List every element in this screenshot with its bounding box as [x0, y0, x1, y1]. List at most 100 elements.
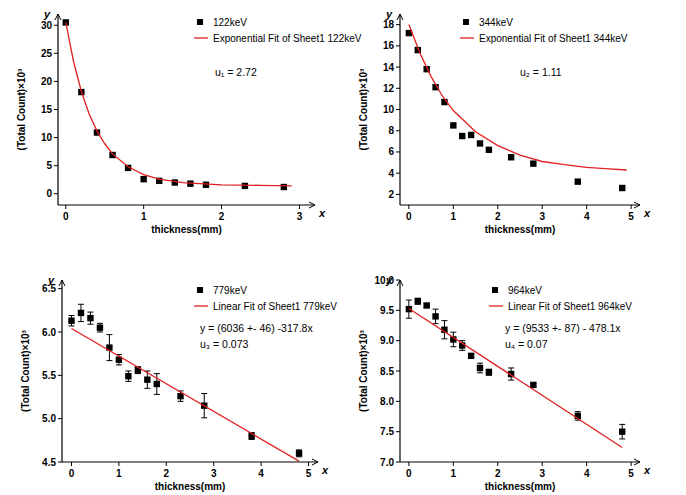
data-point — [459, 133, 465, 139]
fit-line — [66, 22, 292, 185]
y-tick-label: 8.0 — [380, 396, 394, 407]
x-tick — [542, 205, 543, 209]
y-axis-label: (Total Count)×10³ — [358, 68, 369, 150]
y-arrow — [59, 280, 65, 286]
x-tick — [542, 462, 543, 466]
panel: yx0123454.55.05.56.06.5thickness(mm)(Tot… — [20, 274, 337, 492]
legend-label: 779keV — [213, 285, 247, 296]
x-arrow — [634, 202, 640, 208]
x-tick-label: 3 — [539, 468, 545, 479]
annotation: y = (9533 +- 87) - 478.1x — [505, 322, 621, 334]
y-tick — [54, 193, 58, 194]
y-tick — [54, 53, 58, 54]
x-tick-label: 5 — [628, 468, 634, 479]
x-tick-label: 1 — [116, 468, 122, 479]
x-tick — [71, 462, 72, 466]
data-point — [432, 313, 438, 319]
y-arrow — [397, 14, 403, 20]
error-bar — [433, 309, 439, 324]
x-tick-label: 4 — [584, 468, 590, 479]
x-axis — [400, 204, 640, 205]
y-tick-label: 10 — [383, 104, 395, 115]
data-point — [468, 353, 474, 359]
data-point — [508, 154, 514, 160]
y-tick — [396, 280, 400, 281]
y-tick — [396, 462, 400, 463]
y-tick — [58, 288, 62, 289]
x-tick — [631, 462, 632, 466]
y-tick — [396, 45, 400, 46]
x-tick — [408, 205, 409, 209]
y-tick-label: 12 — [383, 83, 395, 94]
y-arrow — [397, 280, 403, 286]
x-axis-label: thickness(mm) — [151, 224, 222, 235]
y-tick — [396, 340, 400, 341]
data-point — [97, 324, 103, 330]
legend-label: Exponential Fit of Sheet1 344keV — [479, 33, 628, 44]
data-point — [87, 315, 93, 321]
x-tick — [497, 462, 498, 466]
legend-label: Linear Fit of Sheet1 964keV — [508, 301, 632, 312]
x-tick — [586, 205, 587, 209]
x-tick — [453, 462, 454, 466]
y-axis-label: (Total Count)×10³ — [20, 329, 31, 411]
data-point — [619, 428, 625, 434]
x-tick-label: 1 — [451, 468, 457, 479]
y-tick — [396, 194, 400, 195]
legend-line — [194, 305, 208, 306]
x-axis-label: thickness(mm) — [155, 481, 226, 492]
error-bar — [415, 298, 421, 304]
y-tick — [58, 375, 62, 376]
error-bar — [296, 450, 302, 457]
legend: 344keV Exponential Fit of Sheet1 344keV — [460, 17, 628, 44]
y-tick-label: 2 — [388, 189, 394, 200]
y-tick-label: 14 — [383, 62, 395, 73]
x-tick-label: 3 — [539, 211, 545, 222]
data-point — [78, 310, 84, 316]
y-tick-label: 30 — [41, 20, 53, 31]
y-tick-label: 18 — [383, 19, 395, 30]
y-tick-label: 9.5 — [380, 305, 394, 316]
data-point — [575, 178, 581, 184]
legend-label: 122keV — [213, 17, 247, 28]
y-arrow — [55, 14, 61, 20]
x-arrow — [309, 202, 315, 208]
legend-label: 344keV — [479, 17, 513, 28]
legend-label: 964keV — [508, 285, 542, 296]
x-tick-label: 1 — [451, 211, 457, 222]
x-tick — [497, 205, 498, 209]
x-axis-name: x — [643, 464, 651, 476]
y-tick — [54, 137, 58, 138]
x-tick — [166, 462, 167, 466]
y-tick — [396, 151, 400, 152]
x-axis — [62, 461, 318, 462]
error-bar — [106, 335, 112, 361]
data-point — [423, 302, 429, 308]
data-point — [530, 382, 536, 388]
data-point — [242, 183, 248, 189]
plot-data — [63, 19, 292, 190]
panel: yx0123457.07.58.08.59.09.510.0thickness(… — [358, 274, 651, 492]
y-tick-label: 0 — [46, 188, 52, 199]
x-axis-label: thickness(mm) — [485, 224, 556, 235]
x-tick — [221, 205, 222, 209]
y-tick — [58, 332, 62, 333]
y-tick-label: 4.5 — [42, 457, 56, 468]
y-tick — [54, 165, 58, 166]
y-tick — [396, 24, 400, 25]
x-tick — [213, 462, 214, 466]
data-point — [530, 160, 536, 166]
x-axis-name: x — [643, 207, 651, 219]
fit-line — [71, 329, 299, 462]
error-bar — [619, 424, 625, 439]
x-axis-name: x — [318, 207, 326, 219]
fit-line — [409, 309, 622, 448]
y-tick-label: 9.0 — [380, 335, 394, 346]
legend-marker — [492, 287, 498, 293]
x-tick — [308, 462, 309, 466]
legend-label: Exponential Fit of Sheet1 122keV — [213, 33, 362, 44]
y-tick — [54, 81, 58, 82]
x-tick — [118, 462, 119, 466]
data-point — [486, 147, 492, 153]
x-tick-label: 3 — [211, 468, 217, 479]
